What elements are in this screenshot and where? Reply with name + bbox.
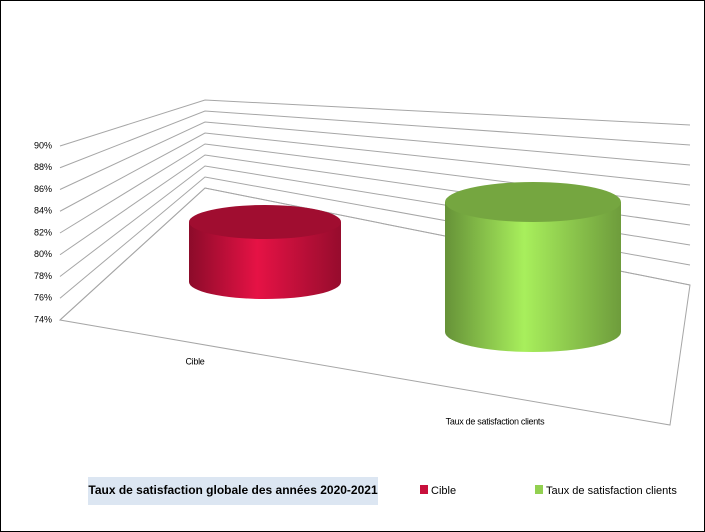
cylinder-top bbox=[445, 182, 621, 222]
y-tick-label: 76% bbox=[34, 293, 52, 303]
y-tick-label: 88% bbox=[34, 162, 52, 172]
grid-line bbox=[59, 132, 691, 212]
legend-label: Cible bbox=[431, 485, 456, 497]
x-tick-label: Cible bbox=[185, 356, 204, 366]
cylinder-body bbox=[189, 222, 341, 299]
y-tick-label: 86% bbox=[34, 184, 52, 194]
legend-label: Taux de satisfaction clients bbox=[546, 485, 677, 497]
grid-line bbox=[59, 121, 691, 190]
title-box bbox=[88, 477, 378, 505]
y-tick-label: 90% bbox=[34, 140, 52, 150]
legend-swatch bbox=[535, 485, 543, 494]
y-tick-label: 78% bbox=[34, 271, 52, 281]
grid-line bbox=[59, 99, 691, 147]
y-tick-label: 74% bbox=[34, 314, 52, 324]
y-tick-label: 80% bbox=[34, 249, 52, 259]
cylinder-top bbox=[189, 205, 341, 239]
legend-swatch bbox=[420, 485, 428, 494]
grid-line bbox=[59, 110, 691, 169]
cylinder-body bbox=[445, 202, 621, 352]
chart-title: Taux de satisfaction globale des années … bbox=[88, 483, 378, 497]
y-tick-label: 84% bbox=[34, 206, 52, 216]
x-tick-label: Taux de satisfaction clients bbox=[446, 416, 545, 426]
y-tick-label: 82% bbox=[34, 227, 52, 237]
cylinder bbox=[189, 205, 341, 299]
cylinder bbox=[445, 182, 621, 352]
